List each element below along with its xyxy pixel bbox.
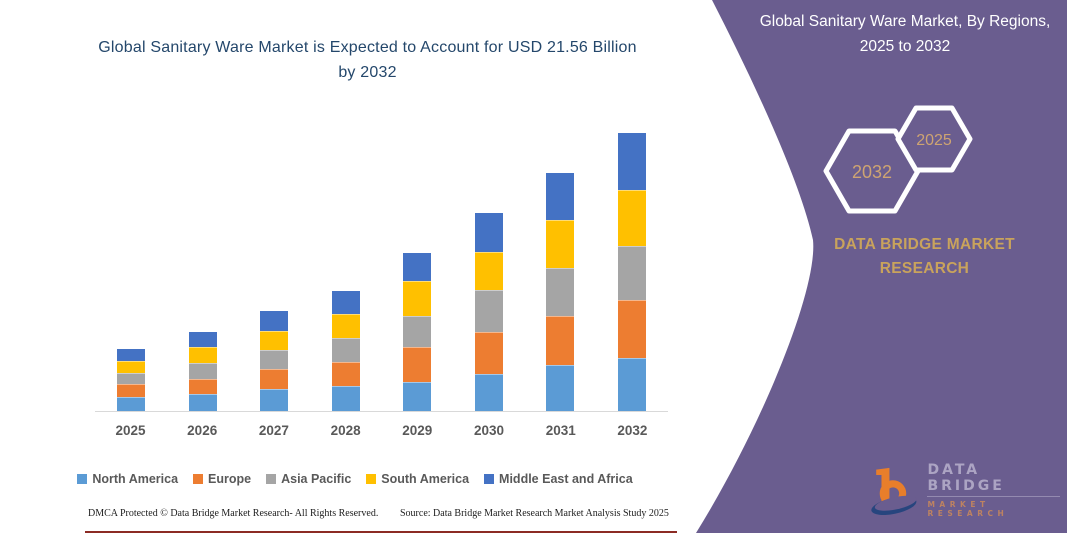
bar-2029 — [403, 252, 432, 411]
brand-name-text: DATA BRIDGE MARKET RESEARCH — [812, 233, 1037, 281]
legend-item-south-america: South America — [366, 472, 469, 486]
x-axis-label-2025: 2025 — [115, 423, 146, 438]
logo-wordmark: DATA BRIDGE MARKET RESEARCH — [927, 462, 1060, 518]
bar-2030 — [474, 212, 503, 411]
bar-2025 — [117, 349, 145, 411]
dmca-copyright-text: DMCA Protected © Data Bridge Market Rese… — [88, 508, 379, 519]
legend-label: North America — [92, 472, 179, 486]
hexagon-2025 — [895, 105, 973, 173]
segment-2026-south-america — [188, 346, 217, 363]
segment-2029-south-america — [403, 281, 432, 317]
segment-2032-europe — [617, 300, 646, 358]
segment-2027-middle-east-and-africa — [260, 311, 289, 331]
brand-line2: RESEARCH — [879, 260, 970, 278]
chart-legend: North America Europe Asia Pacific South Ame… — [30, 472, 680, 486]
x-axis-label-2031: 2031 — [545, 423, 576, 438]
legend-label: Europe — [208, 472, 252, 486]
segment-2030-north-america — [474, 373, 503, 411]
segment-2028-europe — [331, 361, 360, 386]
legend-item-middle-east-and-africa: Middle East and Africa — [484, 472, 633, 486]
x-axis-label-2032: 2032 — [617, 423, 648, 438]
x-axis-label-2026: 2026 — [187, 423, 218, 438]
segment-2030-middle-east-and-africa — [474, 212, 503, 252]
segment-2026-middle-east-and-africa — [188, 331, 217, 347]
segment-2030-asia-pacific — [474, 290, 503, 333]
legend-label: Asia Pacific — [281, 472, 352, 486]
logo-line2: MARKET RESEARCH — [927, 500, 1009, 518]
bottom-divider-line — [85, 531, 677, 533]
source-text: Source: Data Bridge Market Research Mark… — [400, 508, 669, 519]
segment-2029-north-america — [403, 381, 432, 411]
x-axis-label-2029: 2029 — [402, 423, 433, 438]
segment-2032-middle-east-and-africa — [617, 133, 646, 190]
segment-2025-middle-east-and-africa — [117, 349, 145, 361]
segment-2032-asia-pacific — [617, 245, 646, 301]
segment-2027-south-america — [260, 330, 289, 350]
legend-swatch-middle-east-and-africa — [484, 474, 495, 484]
hexagon-2025-label: 2025 — [916, 132, 952, 149]
legend-item-asia-pacific: Asia Pacific — [266, 472, 351, 486]
x-axis-label-2027: 2027 — [258, 423, 289, 438]
bar-2031 — [546, 173, 575, 411]
segment-2026-asia-pacific — [188, 362, 217, 379]
segment-2031-south-america — [546, 219, 575, 268]
segment-2031-north-america — [546, 364, 575, 411]
segment-2032-south-america — [617, 189, 646, 246]
hexagon-2032 — [823, 128, 921, 214]
segment-2029-middle-east-and-africa — [403, 252, 432, 282]
segment-2029-asia-pacific — [403, 316, 432, 347]
segment-2027-europe — [260, 368, 289, 389]
bar-2026 — [188, 331, 217, 411]
legend-item-north-america: North America — [77, 472, 178, 486]
bar-2032 — [617, 133, 646, 411]
segment-2031-middle-east-and-africa — [546, 173, 575, 220]
bar-2028 — [331, 291, 360, 411]
purple-panel-shape — [696, 0, 1067, 533]
segment-2025-asia-pacific — [117, 372, 145, 384]
bar-2027 — [260, 311, 289, 411]
legend-swatch-north-america — [77, 474, 88, 484]
chart-plot-area — [95, 127, 668, 412]
segment-2031-asia-pacific — [546, 267, 575, 317]
legend-swatch-europe — [193, 474, 204, 484]
data-bridge-logo: DATA BRIDGE MARKET RESEARCH — [870, 460, 1060, 520]
x-axis-label-2030: 2030 — [473, 423, 505, 438]
hexagon-2032-label: 2032 — [852, 162, 892, 182]
segment-2027-asia-pacific — [260, 349, 289, 369]
x-axis-labels: 2025 2026 2027 2028 2029 2030 2031 2032 — [95, 423, 668, 438]
legend-swatch-south-america — [366, 474, 377, 484]
segment-2030-europe — [474, 332, 503, 374]
segment-2026-europe — [188, 378, 217, 394]
segment-2027-north-america — [260, 388, 289, 411]
legend-item-europe: Europe — [193, 472, 251, 486]
brand-line1: DATA BRIDGE MARKET — [834, 236, 1015, 253]
legend-label: Middle East and Africa — [499, 472, 633, 486]
logo-line1: DATA BRIDGE — [927, 462, 1060, 497]
panel-title: Global Sanitary Ware Market, By Regions,… — [759, 13, 1051, 55]
legend-swatch-asia-pacific — [266, 474, 277, 484]
segment-2028-middle-east-and-africa — [331, 291, 360, 315]
chart-title: Global Sanitary Ware Market is Expected … — [98, 39, 637, 81]
segment-2028-south-america — [331, 314, 360, 338]
segment-2025-europe — [117, 383, 145, 397]
data-bridge-logo-icon — [871, 467, 917, 516]
legend-label: South America — [381, 472, 470, 486]
segment-2028-north-america — [331, 385, 360, 411]
segment-2031-europe — [546, 316, 575, 365]
segment-2025-south-america — [117, 360, 145, 373]
segment-2030-south-america — [474, 251, 503, 291]
segment-2029-europe — [403, 346, 432, 382]
segment-2026-north-america — [188, 393, 217, 411]
segment-2032-north-america — [617, 357, 646, 411]
segment-2025-north-america — [117, 396, 145, 411]
segment-2028-asia-pacific — [331, 337, 360, 362]
x-axis-label-2028: 2028 — [330, 423, 361, 438]
